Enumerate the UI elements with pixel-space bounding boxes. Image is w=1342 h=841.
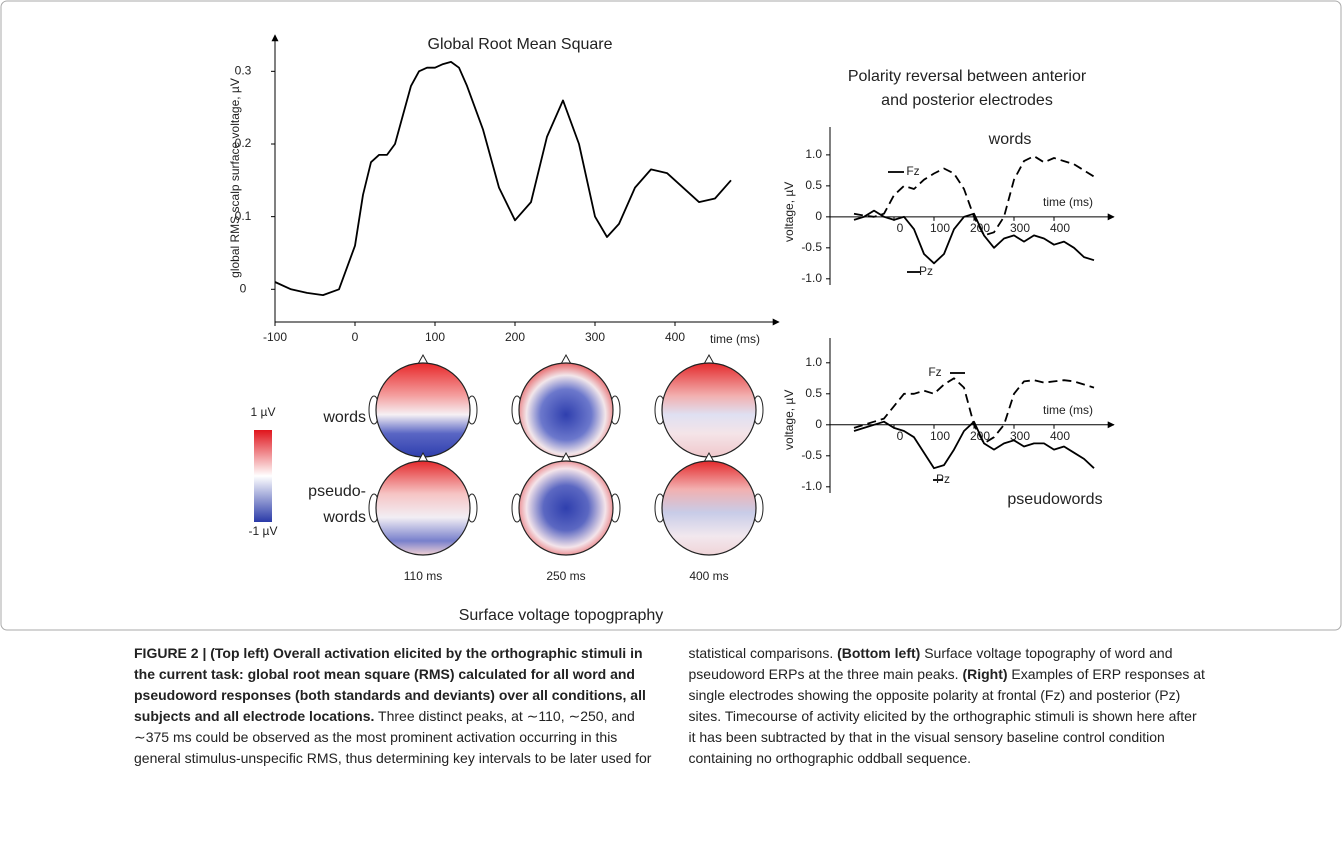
data-line	[275, 62, 731, 295]
y-axis-label: voltage, µV	[782, 182, 796, 242]
caption: FIGURE 2 | (Top left) Overall activation…	[134, 643, 1206, 769]
legend-label: Fz	[906, 164, 919, 178]
y-tick-label: -0.5	[801, 240, 822, 254]
y-axis-label: global RMS scalp surface voltage, µV	[228, 78, 242, 278]
figure: Polarity reversal between anterior and p…	[0, 0, 1342, 632]
time-label: 250 ms	[546, 569, 585, 583]
panel-title: Polarity reversal between anterior	[848, 68, 1087, 85]
legend-label: Pz	[919, 264, 933, 278]
head-map	[376, 363, 470, 457]
chart-title: words	[988, 131, 1032, 148]
caption-text: Three distinct peaks, at ∼110, ∼250, and…	[134, 645, 837, 766]
chart-title: Global Root Mean Square	[428, 36, 613, 53]
y-tick-label: 0.5	[805, 178, 822, 192]
y-tick-label: 0	[240, 281, 247, 295]
legend-label: Pz	[936, 472, 950, 486]
y-tick-label: -1.0	[801, 271, 822, 285]
caption-bold: (Bottom left)	[837, 645, 920, 661]
y-tick-label: -0.5	[801, 448, 822, 462]
legend-label: Fz	[928, 365, 941, 379]
page: Polarity reversal between anterior and p…	[0, 0, 1342, 841]
y-tick-label: -1.0	[801, 479, 822, 493]
x-tick-label: 100	[425, 330, 445, 344]
head-map	[519, 363, 613, 457]
y-axis-label: voltage, µV	[782, 390, 796, 450]
row-label: pseudo-	[308, 483, 366, 500]
x-tick-label: 0	[897, 221, 904, 235]
x-axis-label: time (ms)	[1043, 403, 1093, 417]
y-tick-label: 1.0	[805, 355, 822, 369]
x-tick-label: 100	[930, 429, 950, 443]
x-tick-label: 400	[665, 330, 685, 344]
x-axis-label: time (ms)	[710, 332, 760, 346]
x-tick-label: 200	[505, 330, 525, 344]
topography-title: Surface voltage topogpraphy	[459, 607, 664, 624]
row-label: words	[322, 509, 366, 526]
colorbar-label: 1 µV	[251, 405, 276, 419]
time-label: 400 ms	[689, 569, 728, 583]
y-tick-label: 1.0	[805, 147, 822, 161]
x-tick-label: -100	[263, 330, 287, 344]
x-tick-label: 100	[930, 221, 950, 235]
y-tick-label: 0.5	[805, 386, 822, 400]
colorbar-label: -1 µV	[249, 524, 278, 538]
head-map	[376, 461, 470, 555]
y-tick-label: 0	[815, 209, 822, 223]
time-label: 110 ms	[404, 569, 442, 583]
x-axis-label: time (ms)	[1043, 195, 1093, 209]
panel-title: and posterior electrodes	[881, 92, 1053, 109]
topography: 1 µV -1 µV words pseudo- words 110 ms 25…	[249, 355, 763, 624]
y-tick-label: 0.3	[235, 64, 252, 78]
x-tick-label: 400	[1050, 429, 1070, 443]
head-map	[662, 363, 756, 457]
x-tick-label: 300	[1010, 221, 1030, 235]
x-tick-label: 300	[585, 330, 605, 344]
head-map	[662, 461, 756, 555]
row-label: words	[322, 409, 366, 426]
x-tick-label: 400	[1050, 221, 1070, 235]
x-tick-label: 0	[352, 330, 359, 344]
y-tick-label: 0	[815, 417, 822, 431]
colorbar	[254, 430, 272, 522]
head-map	[519, 461, 613, 555]
caption-bold: (Right)	[962, 666, 1007, 682]
chart-title: pseudowords	[1007, 491, 1102, 508]
